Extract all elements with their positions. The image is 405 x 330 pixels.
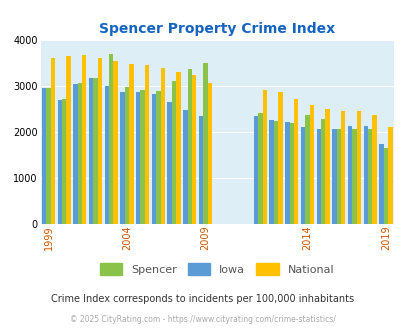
Bar xyxy=(258,113,262,224)
Bar xyxy=(253,116,258,224)
Bar xyxy=(352,129,356,224)
Bar xyxy=(73,84,77,224)
Bar xyxy=(363,126,367,224)
Legend: Spencer, Iowa, National: Spencer, Iowa, National xyxy=(100,263,333,275)
Bar xyxy=(98,58,102,224)
Bar xyxy=(77,83,82,224)
Bar xyxy=(198,116,203,224)
Bar xyxy=(192,75,196,224)
Bar xyxy=(93,78,98,224)
Bar xyxy=(156,91,160,224)
Bar xyxy=(176,72,180,224)
Bar xyxy=(51,58,55,224)
Bar xyxy=(104,86,109,224)
Bar xyxy=(356,111,360,224)
Bar xyxy=(269,119,273,224)
Bar xyxy=(42,88,46,224)
Bar xyxy=(140,90,145,224)
Bar xyxy=(383,148,387,224)
Text: © 2025 CityRating.com - https://www.cityrating.com/crime-statistics/: © 2025 CityRating.com - https://www.city… xyxy=(70,315,335,324)
Bar xyxy=(136,92,140,224)
Bar xyxy=(331,129,336,224)
Bar xyxy=(46,88,51,224)
Bar xyxy=(309,105,313,224)
Bar xyxy=(66,56,70,224)
Bar xyxy=(145,65,149,224)
Bar xyxy=(367,129,371,224)
Bar xyxy=(82,55,86,224)
Bar xyxy=(171,81,176,224)
Text: Crime Index corresponds to incidents per 100,000 inhabitants: Crime Index corresponds to incidents per… xyxy=(51,294,354,304)
Bar xyxy=(113,61,117,224)
Bar xyxy=(289,123,293,224)
Bar xyxy=(293,99,298,224)
Bar xyxy=(167,102,171,224)
Bar xyxy=(151,94,156,224)
Bar xyxy=(316,129,320,224)
Bar xyxy=(320,119,324,224)
Bar xyxy=(124,87,129,224)
Bar xyxy=(262,90,266,224)
Bar xyxy=(207,83,211,224)
Bar xyxy=(62,99,66,224)
Bar xyxy=(58,100,62,224)
Title: Spencer Property Crime Index: Spencer Property Crime Index xyxy=(99,22,335,36)
Bar xyxy=(129,64,133,224)
Bar xyxy=(187,69,192,224)
Bar xyxy=(203,63,207,224)
Bar xyxy=(324,109,329,224)
Bar xyxy=(160,68,164,224)
Bar xyxy=(284,122,289,224)
Bar xyxy=(387,127,392,224)
Bar xyxy=(273,121,277,224)
Bar xyxy=(300,127,305,224)
Bar xyxy=(347,126,352,224)
Bar xyxy=(120,92,124,224)
Bar xyxy=(336,129,340,224)
Bar xyxy=(109,54,113,224)
Bar xyxy=(305,115,309,224)
Bar xyxy=(277,92,282,224)
Bar xyxy=(183,110,187,224)
Bar xyxy=(89,79,93,224)
Bar xyxy=(378,145,383,224)
Bar xyxy=(371,115,376,224)
Bar xyxy=(340,111,345,224)
